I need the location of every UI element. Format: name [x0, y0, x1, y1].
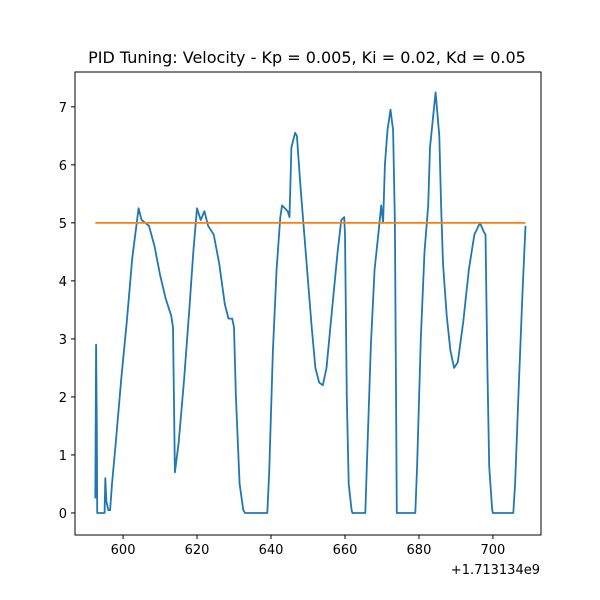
series-group: [94, 91, 527, 514]
plot-area: [75, 72, 541, 535]
plot-frame: [74, 71, 542, 536]
y-tick-label: 2: [59, 391, 67, 406]
x-tick-label: 600: [111, 543, 136, 558]
x-tick-label: 620: [185, 543, 210, 558]
chart-title: PID Tuning: Velocity - Kp = 0.005, Ki = …: [88, 48, 526, 67]
y-tick-label: 3: [59, 333, 67, 348]
x-tick-label: 660: [333, 543, 358, 558]
y-tick-label: 5: [59, 217, 67, 232]
y-tick-label: 6: [59, 159, 67, 174]
x-tick-label: 680: [407, 543, 432, 558]
series-line-0: [94, 91, 527, 514]
y-axis: 0 1 2 3 4 5 6 7: [59, 101, 75, 522]
y-tick-label: 0: [59, 507, 67, 522]
y-tick-label: 4: [59, 275, 67, 290]
x-axis: 600 620 640 660 680 700: [111, 535, 506, 558]
x-offset-label: +1.713134e9: [451, 563, 540, 578]
y-tick-label: 1: [59, 449, 67, 464]
x-tick-label: 700: [481, 543, 506, 558]
x-tick-label: 640: [259, 543, 284, 558]
y-tick-label: 7: [59, 101, 67, 116]
